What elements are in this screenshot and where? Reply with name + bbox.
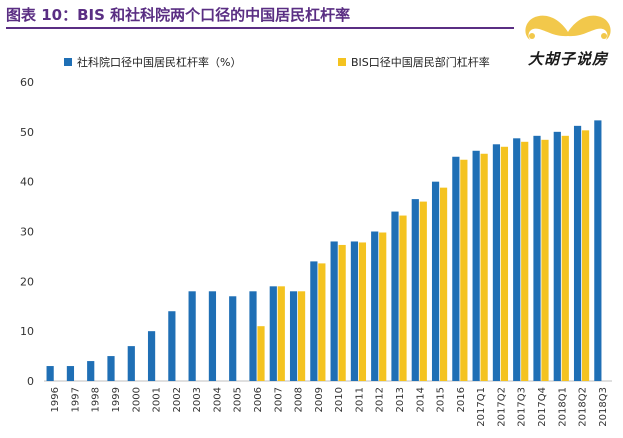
x-tick-label: 2016 bbox=[456, 387, 467, 412]
y-tick-label: 30 bbox=[20, 226, 34, 239]
x-tick-label: 2006 bbox=[253, 387, 264, 412]
bar-series1 bbox=[431, 181, 440, 381]
bar-series1 bbox=[87, 361, 95, 381]
x-tick-label: 2018Q3 bbox=[598, 387, 609, 427]
x-tick-label: 2012 bbox=[375, 387, 386, 412]
bar-series1 bbox=[513, 138, 521, 381]
x-tick-label: 2003 bbox=[192, 387, 203, 412]
bar-series1 bbox=[492, 144, 501, 381]
bar-series2 bbox=[500, 146, 509, 381]
bar-series1 bbox=[553, 131, 561, 381]
bar-series1 bbox=[350, 241, 359, 381]
x-tick-label: 2005 bbox=[233, 387, 244, 412]
bar-series1 bbox=[188, 291, 196, 381]
bar-series1 bbox=[107, 356, 115, 381]
y-tick-label: 60 bbox=[20, 76, 34, 89]
x-tick-label: 2017Q4 bbox=[537, 387, 548, 427]
logo-text: 大胡子说房 bbox=[528, 50, 609, 68]
y-tick-label: 10 bbox=[20, 325, 34, 338]
legend-swatch-series1 bbox=[64, 58, 72, 66]
bar-series1 bbox=[594, 120, 602, 382]
bar-series1 bbox=[533, 135, 541, 381]
bar-series2 bbox=[358, 242, 367, 381]
bar-series1 bbox=[472, 150, 480, 381]
bar-series1 bbox=[573, 125, 582, 381]
bar-series1 bbox=[391, 211, 399, 381]
x-tick-label: 2017Q1 bbox=[476, 387, 487, 427]
bar-series2 bbox=[521, 141, 529, 381]
bar-series2 bbox=[561, 135, 569, 381]
x-tick-label: 2017Q3 bbox=[517, 387, 528, 427]
x-tick-label: 2008 bbox=[294, 387, 305, 412]
bar-series2 bbox=[480, 153, 488, 381]
bar-series2 bbox=[460, 159, 468, 381]
y-tick-label: 20 bbox=[20, 275, 34, 288]
legend-label-series1: 社科院口径中国居民杠杆率（%） bbox=[77, 56, 242, 69]
x-tick-label: 2014 bbox=[415, 387, 426, 412]
bar-series2 bbox=[338, 244, 346, 381]
x-tick-label: 2018Q1 bbox=[557, 387, 568, 427]
x-tick-label: 2009 bbox=[314, 387, 325, 412]
x-tick-label: 1997 bbox=[70, 387, 81, 412]
bar-series1 bbox=[289, 291, 298, 381]
bar-series2 bbox=[581, 130, 590, 381]
bar-series1 bbox=[411, 199, 419, 381]
y-tick-label: 50 bbox=[20, 126, 34, 139]
x-tick-label: 2002 bbox=[172, 387, 183, 412]
x-tick-label: 2017Q2 bbox=[496, 387, 507, 427]
legend-swatch-series2 bbox=[338, 58, 346, 66]
x-tick-label: 2018Q2 bbox=[578, 387, 589, 427]
bar-series1 bbox=[208, 291, 217, 381]
bar-series1 bbox=[310, 261, 318, 381]
x-tick-label: 2004 bbox=[212, 387, 223, 412]
bar-series1 bbox=[147, 331, 156, 381]
bar-series1 bbox=[452, 156, 460, 381]
bar-series1 bbox=[46, 366, 54, 381]
legend-item-series2: BIS口径中国居民部门杠杆率 bbox=[338, 54, 490, 70]
bar-series2 bbox=[277, 286, 285, 381]
title-underline bbox=[6, 27, 514, 29]
bar-series1 bbox=[66, 366, 75, 381]
x-tick-label: 1999 bbox=[111, 387, 122, 412]
x-tick-label: 2015 bbox=[436, 387, 447, 412]
legend-item-series1: 社科院口径中国居民杠杆率（%） bbox=[64, 54, 241, 70]
x-tick-label: 2007 bbox=[273, 387, 284, 412]
y-tick-label: 0 bbox=[27, 375, 34, 388]
x-tick-label: 2001 bbox=[152, 387, 163, 412]
bar-series1 bbox=[168, 311, 176, 381]
bar-series2 bbox=[257, 326, 265, 381]
header: 图表 10：BIS 和社科院两个口径的中国居民杠杆率 bbox=[0, 0, 623, 30]
bar-series2 bbox=[399, 215, 407, 381]
bar-series1 bbox=[229, 296, 237, 381]
bar-series2 bbox=[419, 201, 427, 381]
x-tick-label: 2013 bbox=[395, 387, 406, 412]
bar-series1 bbox=[371, 231, 379, 381]
bar-series2 bbox=[318, 263, 326, 381]
mustache-icon bbox=[525, 15, 611, 40]
legend-label-series2: BIS口径中国居民部门杠杆率 bbox=[351, 56, 490, 69]
bar-series2 bbox=[439, 187, 448, 381]
x-tick-label: 2010 bbox=[334, 387, 345, 412]
x-tick-label: 2000 bbox=[131, 387, 142, 412]
x-tick-label: 1998 bbox=[91, 387, 102, 412]
bar-series1 bbox=[127, 346, 135, 381]
bar-series2 bbox=[379, 232, 387, 381]
legend: 社科院口径中国居民杠杆率（%） BIS口径中国居民部门杠杆率 bbox=[0, 54, 623, 72]
bar-series1 bbox=[269, 286, 277, 381]
figure-title: 图表 10：BIS 和社科院两个口径的中国居民杠杆率 bbox=[6, 6, 351, 24]
bar-series2 bbox=[297, 291, 306, 381]
y-tick-label: 40 bbox=[20, 176, 34, 189]
bar-series1 bbox=[249, 291, 257, 381]
bar-series2 bbox=[541, 139, 549, 381]
bar-series1 bbox=[330, 241, 338, 381]
x-tick-label: 1996 bbox=[50, 387, 61, 412]
x-tick-label: 2011 bbox=[354, 387, 365, 412]
